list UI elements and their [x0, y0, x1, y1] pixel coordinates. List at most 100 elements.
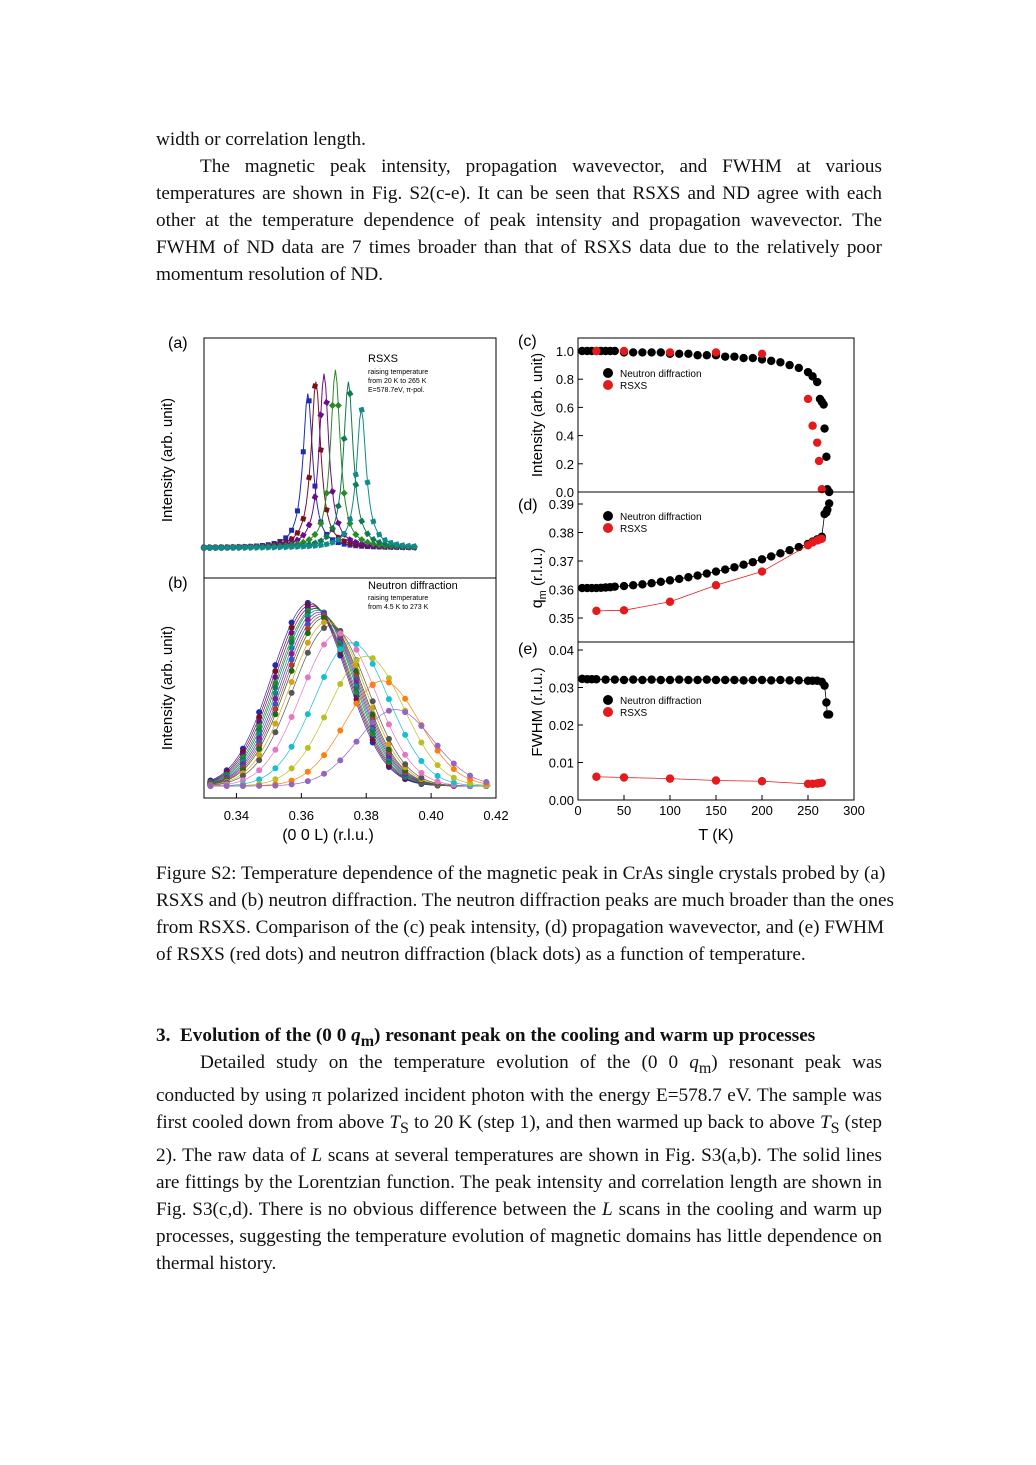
- panel-e-ytick-label: 0.00: [549, 793, 574, 808]
- panel-a-data-point: [329, 524, 336, 532]
- panel-d-ylabel-q: q: [529, 599, 546, 608]
- panel-a-data-point: [335, 540, 341, 546]
- panel-d-data-point: [711, 581, 721, 590]
- panel-d-ytick-label: 0.37: [549, 554, 574, 569]
- panel-b-data-point: [288, 667, 295, 674]
- panel-b-xtick-label: 0.34: [224, 808, 249, 823]
- panel-a-data-point: [352, 538, 360, 546]
- panel-d-legend-neutron-label: Neutron diffraction: [620, 512, 702, 523]
- panel-e-data-point: [776, 675, 785, 685]
- panel-a-data-point: [329, 537, 335, 543]
- panel-a-data-point: [317, 411, 325, 419]
- panel-b-data-point: [369, 704, 376, 711]
- panel-a-data-point: [282, 544, 289, 551]
- panel-a-data-point: [340, 435, 348, 443]
- panel-e-data-point: [702, 675, 711, 684]
- panel-d-data-point: [619, 606, 629, 615]
- paragraph-2-text: The magnetic peak intensity, propagation…: [156, 156, 882, 285]
- panel-e-data-point: [824, 710, 834, 719]
- panel-a-data-point: [218, 544, 225, 551]
- panel-d-data-point: [647, 579, 656, 588]
- panel-c-data-point: [610, 346, 619, 356]
- panel-b-xtick-label: 0.42: [483, 808, 508, 823]
- panel-b-data-point: [402, 695, 409, 702]
- panel-b-peak-curve: [207, 606, 491, 787]
- panel-e-ytick-label: 0.02: [549, 718, 574, 733]
- panel-b-data-point: [385, 707, 392, 714]
- panel-c-legend-rsxs-marker: [603, 380, 613, 390]
- panel-b-data-point: [223, 782, 230, 789]
- panel-b-data-point: [353, 640, 360, 647]
- panel-b-data-point: [256, 767, 263, 774]
- panel-b-data-point: [288, 679, 295, 686]
- panel-a-data-point: [206, 544, 213, 551]
- panel-a-data-point: [265, 544, 272, 551]
- panel-b-data-point: [321, 614, 328, 621]
- panel-d-data-point: [592, 606, 601, 616]
- panel-c-ytick-label: 0.8: [556, 372, 574, 387]
- panel-c-ytick-label: 0.6: [556, 400, 574, 415]
- panel-e-data-point: [656, 675, 665, 685]
- section-title-post: ) resonant peak on the cooling and warm …: [374, 1025, 816, 1046]
- panel-b-xtick-label: 0.40: [418, 808, 443, 823]
- panel-d-ylabel-unit: (r.l.u.): [529, 548, 546, 591]
- panel-e-legend-rsxs-label: RSXS: [620, 708, 648, 719]
- panel-d-data-point: [693, 571, 702, 580]
- panel-a-data-point: [212, 544, 219, 551]
- panel-c-label: (c): [518, 333, 537, 350]
- panel-d-data-point: [785, 545, 794, 555]
- panel-a-data-point: [306, 398, 312, 404]
- panel-a-data-point: [311, 542, 319, 549]
- panel-d-label: (d): [518, 497, 538, 514]
- panel-b-data-point: [402, 709, 409, 716]
- panel-a-data-point: [299, 531, 307, 539]
- panel-b-data-point: [256, 782, 263, 789]
- panel-e-data-point: [693, 675, 702, 685]
- panel-d-ytick-label: 0.36: [549, 583, 574, 598]
- panel-b-data-point: [304, 639, 311, 646]
- panel-c-data-point: [785, 360, 794, 370]
- panel-b-data-point: [337, 681, 344, 688]
- panel-a-data-point: [352, 481, 360, 489]
- panel-e-xlabel: T (K): [698, 827, 733, 844]
- section-heading: 3. Evolution of the (0 0 qm) resonant pe…: [156, 1022, 896, 1055]
- panel-b-peak-curve: [207, 608, 491, 787]
- panel-c-ytick-label: 0.2: [556, 457, 574, 472]
- panel-a-data-point: [334, 401, 342, 409]
- panel-c-data-point: [808, 372, 817, 381]
- panel-b-data-point: [272, 746, 279, 753]
- panel-b-data-point: [385, 675, 392, 682]
- panel-b-xtick-label: 0.38: [354, 808, 379, 823]
- panel-b-data-point: [321, 641, 328, 648]
- figure-caption: Figure S2: Temperature dependence of the…: [156, 863, 894, 965]
- panel-b-data-point: [288, 619, 295, 626]
- panel-a-data-point: [411, 543, 418, 550]
- panel-a: (a) Intensity (arb. unit) RSXS raising t…: [159, 335, 497, 579]
- panel-e-data-point: [638, 675, 647, 685]
- panel-d-data-point: [767, 552, 776, 561]
- p3-L-1: L: [311, 1144, 323, 1166]
- panel-a-data-point: [253, 544, 260, 551]
- panel-a-data-point: [300, 543, 307, 550]
- panel-a-data-point: [364, 530, 371, 538]
- panel-d-data-point: [665, 576, 675, 585]
- panel-c-legend-neutron-marker: [603, 368, 613, 378]
- panel-a-legend-line-1: raising temperature: [368, 369, 428, 376]
- panel-d-legend-neutron-marker: [603, 511, 613, 521]
- panel-d-data-point: [739, 560, 748, 569]
- panel-a-data-point: [289, 527, 295, 533]
- panel-b-data-point: [321, 673, 328, 680]
- panel-b-data-point: [288, 781, 295, 788]
- panel-c-data-point: [693, 351, 702, 360]
- panel-d-data-point: [610, 582, 619, 591]
- panel-a-data-point: [306, 543, 313, 550]
- panel-a-data-point: [358, 536, 366, 544]
- panel-c-data-point: [813, 377, 822, 387]
- panel-b-peak-curve: [207, 621, 491, 787]
- panel-e-xtick-label: 250: [797, 803, 819, 818]
- panel-b-data-point: [385, 679, 392, 686]
- panel-b-data-point: [272, 765, 279, 772]
- panel-b-label: (b): [168, 575, 188, 592]
- panel-b-data-point: [353, 689, 360, 696]
- panel-c-data-point: [819, 400, 828, 409]
